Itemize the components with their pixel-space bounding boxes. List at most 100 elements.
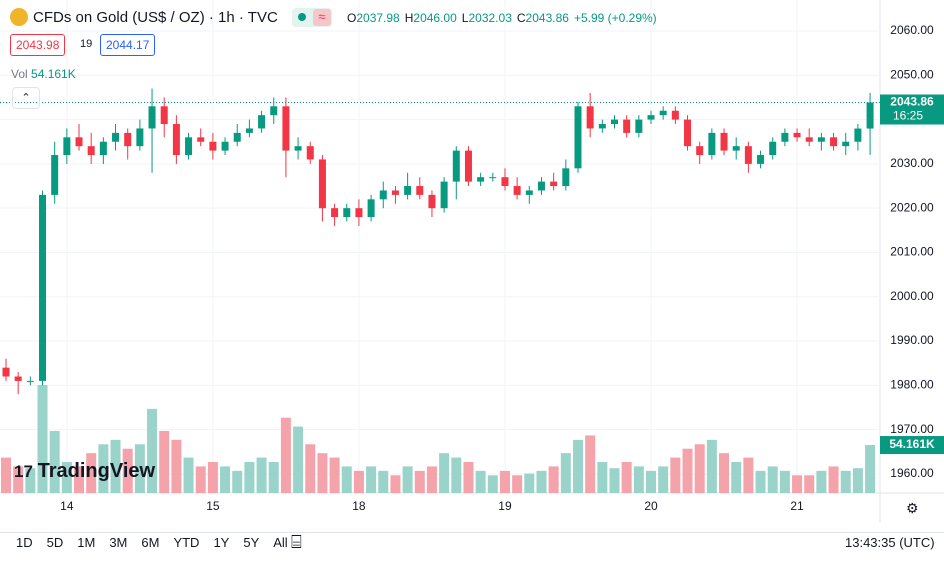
volume-title: Vol xyxy=(11,67,28,81)
volume-bar xyxy=(828,466,839,493)
candle-body xyxy=(404,186,412,195)
volume-bar xyxy=(597,462,608,493)
volume-bar xyxy=(86,453,97,493)
candle-body xyxy=(294,146,302,151)
candle-body xyxy=(647,115,655,120)
symbol-title[interactable]: CFDs on Gold (US$ / OZ) · 1h · TVC xyxy=(33,9,278,26)
volume-bar xyxy=(74,466,85,493)
candle-body xyxy=(525,190,533,195)
ohlc-legend: O2037.98 H2046.00 L2032.03 C2043.86 +5.99 (+… xyxy=(347,11,657,25)
y-tick-label: 2030.00 xyxy=(890,156,934,170)
volume-bar xyxy=(633,466,644,493)
range-button[interactable]: 1D xyxy=(16,535,33,550)
range-button[interactable]: 1Y xyxy=(213,535,230,550)
volume-legend: Vol 54.161K xyxy=(11,67,76,81)
candle-body xyxy=(306,146,314,160)
candle-body xyxy=(379,190,387,200)
candle-body xyxy=(331,208,339,218)
range-button[interactable]: 1M xyxy=(77,535,96,550)
volume-bar xyxy=(98,444,109,493)
last-price-label: 2043.86 xyxy=(890,95,934,109)
volume-bar xyxy=(524,473,535,493)
volume-bar xyxy=(134,444,145,493)
candle-body xyxy=(63,137,71,156)
y-tick-label: 1990.00 xyxy=(890,333,934,347)
sell-button[interactable]: 2043.98 xyxy=(10,34,66,56)
candle-body xyxy=(611,119,618,125)
candle-body xyxy=(708,132,716,156)
logo-text: TradingView xyxy=(37,460,156,482)
candle-body xyxy=(757,155,765,164)
y-tick-label: 2060.00 xyxy=(890,23,934,37)
candle-body xyxy=(562,168,570,187)
volume-bar xyxy=(548,466,559,493)
volume-bar xyxy=(13,466,24,493)
x-tick-label: 19 xyxy=(498,499,512,513)
range-button[interactable]: 3M xyxy=(109,535,128,550)
candle-body xyxy=(282,106,290,151)
volume-bar xyxy=(719,453,730,493)
collapse-button[interactable]: ⌃ xyxy=(12,87,40,109)
volume-bar xyxy=(816,470,827,493)
buy-button[interactable]: 2044.17 xyxy=(100,34,156,56)
volume-bar xyxy=(122,448,133,493)
range-bar: 1D 5D 1M 3M 6M YTD 1Y 5Y All xyxy=(16,534,302,552)
volume-bar xyxy=(731,462,742,493)
range-button[interactable]: 5D xyxy=(46,535,64,550)
volume-bar xyxy=(159,431,170,493)
volume-bar xyxy=(646,470,657,493)
candle-body xyxy=(550,181,558,187)
volume-bar xyxy=(694,444,705,493)
candle-body xyxy=(696,146,704,156)
volume-value: 54.161K xyxy=(31,67,76,81)
countdown: 16:25 xyxy=(893,109,923,123)
candle-body xyxy=(39,194,47,381)
date-range-icon[interactable]: ⌸ xyxy=(291,532,302,552)
volume-bar xyxy=(852,468,863,493)
range-button[interactable]: 5Y xyxy=(243,535,260,550)
volume-bar xyxy=(366,466,377,493)
volume-bar xyxy=(840,470,851,493)
volume-bar xyxy=(25,468,36,493)
x-tick-label: 14 xyxy=(60,499,74,513)
candle-body xyxy=(769,141,777,156)
candle-body xyxy=(671,110,679,120)
candle-body xyxy=(2,367,10,377)
candle-body xyxy=(842,141,850,147)
x-tick-label: 21 xyxy=(790,499,804,513)
ohlc-key: L xyxy=(461,11,469,25)
volume-bar xyxy=(414,470,425,493)
volume-bar xyxy=(658,466,669,493)
candle-body xyxy=(817,137,825,142)
candle-body xyxy=(270,106,278,116)
candle-body xyxy=(781,132,789,142)
range-button[interactable]: All xyxy=(273,535,288,550)
volume-bar xyxy=(743,457,754,493)
candle-body xyxy=(513,186,521,195)
candle-body xyxy=(51,155,59,195)
ohlc-value: 2032.03 xyxy=(468,11,512,25)
candle-body xyxy=(464,150,472,182)
volume-bar xyxy=(451,457,462,493)
ohlc-key: O xyxy=(347,11,357,25)
ohlc-key: H xyxy=(404,11,414,25)
settings-icon[interactable]: ⚙ xyxy=(906,500,919,516)
y-tick-label: 1960.00 xyxy=(890,466,934,480)
volume-bar xyxy=(183,457,194,493)
volume-bar xyxy=(280,417,291,493)
candle-body xyxy=(440,181,448,209)
range-button[interactable]: 6M xyxy=(141,535,160,550)
spread: 19 xyxy=(80,38,93,50)
volume-bar xyxy=(499,470,510,493)
range-button[interactable]: YTD xyxy=(173,535,200,550)
volume-bar xyxy=(585,435,596,493)
candle-body xyxy=(720,132,728,151)
volume-bar xyxy=(463,462,474,493)
candle-body xyxy=(209,141,217,151)
volume-tag xyxy=(880,436,944,455)
volume-tag-label: 54.161K xyxy=(889,437,935,451)
candle-body xyxy=(659,110,667,116)
toolbar-border xyxy=(0,532,944,533)
volume-bar xyxy=(487,475,498,493)
